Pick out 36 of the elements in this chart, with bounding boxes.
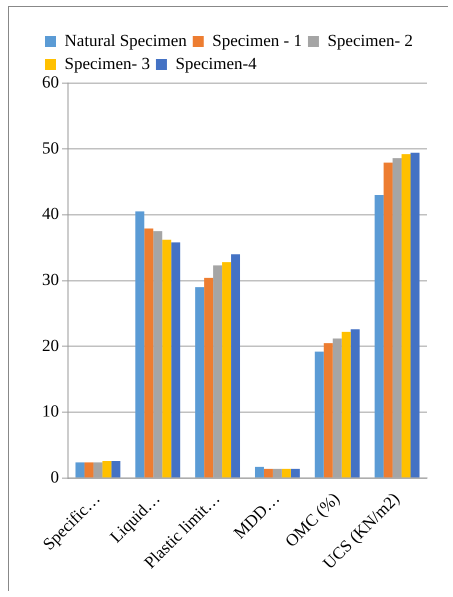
- bar: [324, 343, 333, 478]
- bar: [254, 466, 264, 478]
- bar: [162, 240, 172, 478]
- legend-label: Specimen - 1: [212, 30, 302, 50]
- bar: [111, 460, 120, 478]
- bar: [231, 254, 240, 478]
- bar: [264, 468, 273, 478]
- bar: [314, 352, 324, 478]
- bar: [384, 162, 393, 478]
- bar: [135, 211, 144, 478]
- legend-label: Specimen-4: [175, 54, 258, 73]
- y-tick-label: 60: [42, 72, 59, 92]
- bar: [195, 287, 204, 478]
- bar: [204, 278, 214, 478]
- bar: [374, 194, 384, 478]
- bar: [402, 154, 411, 478]
- bar: [410, 152, 420, 478]
- legend-label: Natural Specimen: [64, 30, 188, 50]
- y-tick-label: 0: [50, 468, 59, 487]
- bar: [102, 460, 112, 478]
- bar: [222, 262, 232, 478]
- legend-label: Specimen- 3: [64, 54, 150, 73]
- bar: [84, 462, 94, 478]
- bar: [75, 462, 84, 478]
- y-tick-label: 30: [42, 270, 59, 290]
- bar: [342, 332, 351, 478]
- y-tick-label: 10: [42, 402, 59, 421]
- bar: [290, 468, 300, 478]
- bar: [350, 329, 360, 478]
- y-tick-label: 50: [42, 138, 59, 158]
- legend-label: Specimen- 2: [327, 30, 413, 50]
- y-tick-label: 20: [42, 336, 59, 355]
- y-tick-label: 40: [42, 204, 59, 224]
- bar: [282, 468, 291, 478]
- bar: [171, 242, 180, 478]
- bar: [144, 228, 154, 478]
